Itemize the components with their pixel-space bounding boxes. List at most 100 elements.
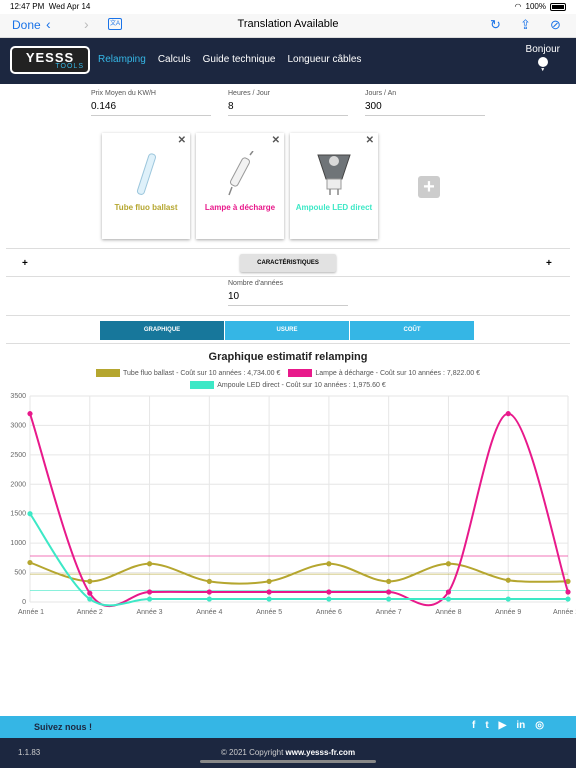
chevron-down-icon: ▼ xyxy=(540,67,546,73)
tab-cout[interactable]: COÛT xyxy=(350,321,474,340)
copyright: © 2021 Copyright www.yesss-fr.com xyxy=(220,748,356,757)
menu-item-longueur[interactable]: Longueur câbles xyxy=(287,54,362,65)
x-tick-label: Année 10 xyxy=(553,609,576,616)
logo-text-bottom: TOOLS xyxy=(55,63,84,70)
x-tick-label: Année 3 xyxy=(137,609,163,616)
tab-graphique[interactable]: GRAPHIQUE xyxy=(100,321,224,340)
legend-item[interactable]: Ampoule LED direct - Coût sur 10 années … xyxy=(190,381,386,389)
data-point xyxy=(266,589,272,595)
legend-item[interactable]: Lampe à décharge - Coût sur 10 années : … xyxy=(288,369,480,377)
linkedin-icon[interactable]: in xyxy=(516,720,526,731)
data-point xyxy=(505,411,511,417)
site-link[interactable]: www.yesss-fr.com xyxy=(285,748,356,757)
data-point xyxy=(505,596,511,602)
x-tick-label: Année 9 xyxy=(495,609,521,616)
data-point xyxy=(266,578,272,584)
expand-right-icon[interactable]: + xyxy=(546,258,552,269)
data-point xyxy=(27,511,33,517)
menu-item-guide[interactable]: Guide technique xyxy=(202,54,276,65)
product-card-tube[interactable]: ✕ Tube fluo ballast xyxy=(102,133,190,239)
hours-field: Heures / Jour 8 xyxy=(228,90,348,116)
data-point xyxy=(326,596,332,602)
status-time: 12:47 PM Wed Apr 14 xyxy=(10,2,91,11)
price-input[interactable]: 0.146 xyxy=(91,101,211,116)
data-point xyxy=(445,561,452,567)
add-product-button[interactable]: + xyxy=(418,176,440,198)
data-point xyxy=(386,589,392,595)
main-menu: Relamping Calculs Guide technique Longue… xyxy=(98,54,361,65)
browser-toolbar: Done ‹ › 文A Translation Available ↻ ⇪ ⊘ xyxy=(0,14,576,38)
price-label: Prix Moyen du KW/H xyxy=(91,90,156,97)
product-name: Tube fluo ballast xyxy=(114,203,178,212)
days-field: Jours / An 300 xyxy=(365,90,485,116)
battery-icon xyxy=(550,2,566,11)
line-chart: 0 500 1000 1500 2000 2500 3000 3500 Année 1 Année… xyxy=(10,393,576,616)
home-indicator xyxy=(200,760,376,763)
social-links: f t ▶ in ◎ xyxy=(472,720,544,731)
app-header: YESSS TOOLS Relamping Calculs Guide tech… xyxy=(0,38,576,84)
legend-swatch xyxy=(96,369,121,377)
characteristics-button[interactable]: CARACTÉRISTIQUES xyxy=(240,254,336,272)
data-point xyxy=(146,561,153,567)
done-button[interactable]: Done xyxy=(12,18,41,32)
data-point xyxy=(146,596,153,602)
days-input[interactable]: 300 xyxy=(365,101,485,116)
reload-icon[interactable]: ↻ xyxy=(490,17,501,32)
result-tabs: GRAPHIQUE USURE COÛT xyxy=(100,321,475,340)
app-version: 1.1.83 xyxy=(18,748,41,757)
close-icon[interactable]: ✕ xyxy=(177,135,186,146)
y-tick-label: 0 xyxy=(22,599,26,606)
data-point xyxy=(326,561,332,567)
chart-legend-row-1: Tube fluo ballast - Coût sur 10 années :… xyxy=(0,369,576,377)
twitter-icon[interactable]: t xyxy=(485,720,489,731)
translate-icon[interactable]: 文A xyxy=(108,18,122,30)
y-tick-label: 3000 xyxy=(10,422,26,429)
data-point xyxy=(87,596,93,602)
data-point xyxy=(505,577,511,583)
legend-label: Ampoule LED direct - Coût sur 10 années … xyxy=(217,381,386,389)
chart-title: Graphique estimatif relamping xyxy=(208,351,368,363)
close-icon[interactable]: ✕ xyxy=(271,135,280,146)
divider xyxy=(6,276,570,277)
days-label: Jours / An xyxy=(365,90,397,97)
years-input[interactable]: 10 xyxy=(228,291,348,306)
y-tick-label: 2000 xyxy=(10,481,26,488)
youtube-icon[interactable]: ▶ xyxy=(498,720,507,731)
legend-item[interactable]: Tube fluo ballast - Coût sur 10 années :… xyxy=(96,369,280,377)
price-field: Prix Moyen du KW/H 0.146 xyxy=(91,90,211,116)
logo-text-top: YESSS xyxy=(25,50,75,65)
x-tick-label: Année 8 xyxy=(435,609,461,616)
data-point xyxy=(206,596,212,602)
hours-input[interactable]: 8 xyxy=(228,101,348,116)
menu-item-calculs[interactable]: Calculs xyxy=(157,54,191,65)
user-menu[interactable]: Bonjour ▼ xyxy=(526,44,560,73)
expand-left-icon[interactable]: + xyxy=(22,258,28,269)
status-right: ◠ 100% xyxy=(515,2,566,11)
product-card-led[interactable]: ✕ Ampoule LED direct xyxy=(290,133,378,239)
close-icon[interactable]: ✕ xyxy=(365,135,374,146)
compass-icon[interactable]: ⊘ xyxy=(550,17,561,32)
data-point xyxy=(146,589,153,595)
back-arrow-icon[interactable]: ‹ xyxy=(46,16,51,32)
facebook-icon[interactable]: f xyxy=(471,720,476,731)
share-icon[interactable]: ⇪ xyxy=(520,17,531,32)
x-tick-label: Année 2 xyxy=(77,609,103,616)
divider xyxy=(6,343,570,344)
divider xyxy=(6,315,570,316)
x-tick-label: Année 7 xyxy=(376,609,402,616)
forward-arrow-icon[interactable]: › xyxy=(84,16,89,32)
tube-fluo-image xyxy=(136,153,157,195)
logo[interactable]: YESSS TOOLS xyxy=(10,46,90,74)
legend-label: Lampe à décharge - Coût sur 10 années : … xyxy=(315,369,480,377)
tab-usure[interactable]: USURE xyxy=(225,321,349,340)
menu-item-relamping[interactable]: Relamping xyxy=(98,54,146,65)
product-card-lampe[interactable]: ✕ Lampe à décharge xyxy=(196,133,284,239)
instagram-icon[interactable]: ◎ xyxy=(535,720,544,731)
follow-bar: Suivez nous ! f t ▶ in ◎ xyxy=(0,716,576,738)
x-tick-label: Année 5 xyxy=(256,609,282,616)
battery-percent: 100% xyxy=(525,2,546,11)
follow-label: Suivez nous ! xyxy=(34,722,93,732)
data-point xyxy=(386,578,392,584)
footer: 1.1.83 © 2021 Copyright www.yesss-fr.com xyxy=(0,738,576,768)
greeting: Bonjour xyxy=(525,44,560,55)
